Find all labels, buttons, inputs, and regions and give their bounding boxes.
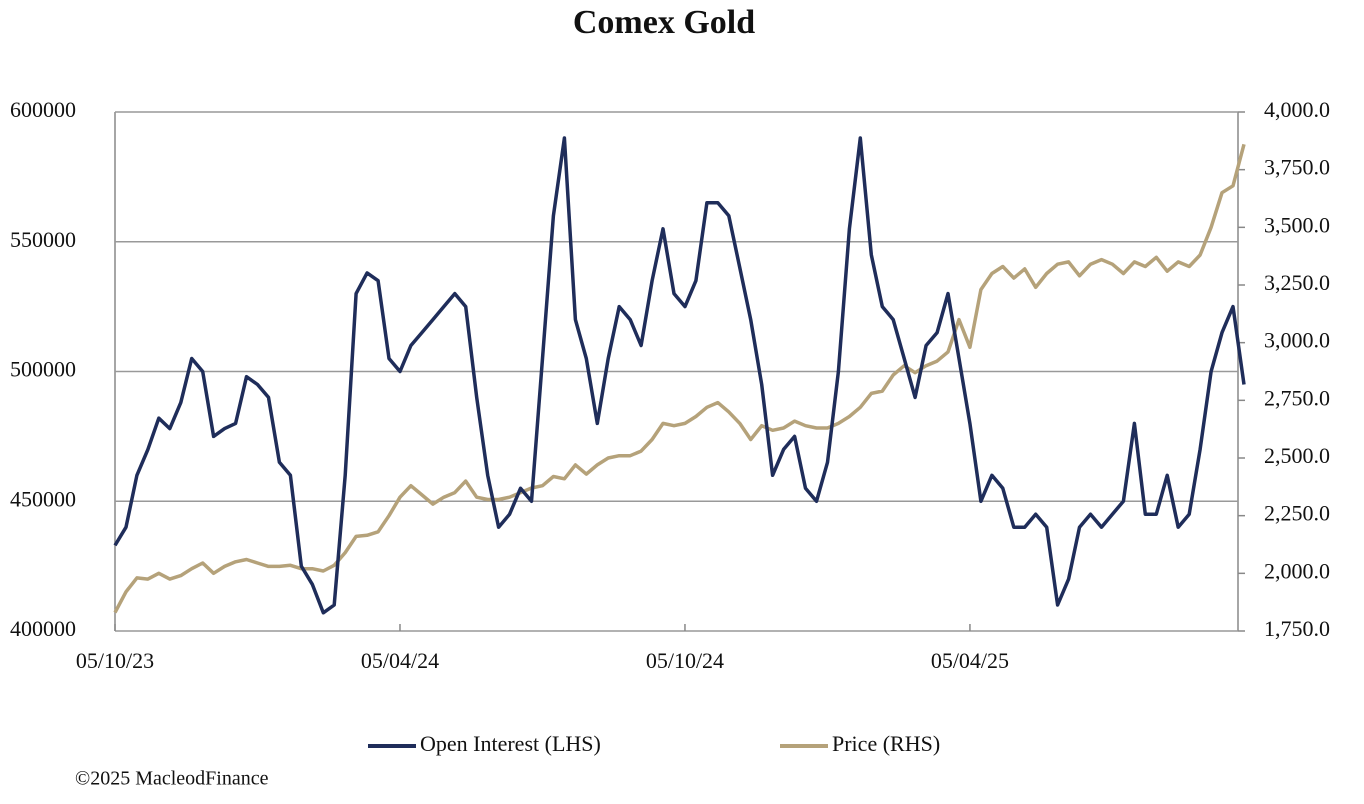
- y2-tick-label: 3,000.0: [1264, 328, 1330, 353]
- y-tick-label: 600000: [10, 97, 76, 122]
- footer: ©2025 MacleodFinance: [75, 768, 269, 790]
- y2-tick-label: 3,250.0: [1264, 270, 1330, 295]
- chart-title: Comex Gold: [573, 4, 755, 41]
- legend-label: Price (RHS): [832, 731, 940, 756]
- x-tick-label: 05/04/25: [931, 648, 1009, 673]
- y2-tick-label: 3,500.0: [1264, 212, 1330, 237]
- x-tick-label: 05/04/24: [361, 648, 439, 673]
- y2-tick-label: 2,250.0: [1264, 501, 1330, 526]
- x-tick-label: 05/10/23: [76, 648, 154, 673]
- legend-label: Open Interest (LHS): [420, 731, 601, 756]
- y2-tick-label: 1,750.0: [1264, 616, 1330, 641]
- y-tick-label: 450000: [10, 486, 76, 511]
- series-line: [113, 136, 1246, 615]
- y-tick-label: 550000: [10, 227, 76, 252]
- x-tick-label: 05/10/24: [646, 648, 724, 673]
- y2-tick-label: 2,500.0: [1264, 443, 1330, 468]
- y2-tick-label: 2,750.0: [1264, 385, 1330, 410]
- y-tick-label: 400000: [10, 616, 76, 641]
- y2-tick-label: 2,000.0: [1264, 558, 1330, 583]
- y-tick-label: 500000: [10, 357, 76, 382]
- y2-tick-label: 4,000.0: [1264, 97, 1330, 122]
- y2-tick-label: 3,750.0: [1264, 155, 1330, 180]
